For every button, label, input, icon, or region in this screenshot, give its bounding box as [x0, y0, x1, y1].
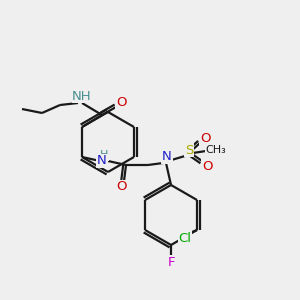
Text: N: N: [97, 154, 107, 167]
Text: Cl: Cl: [178, 232, 191, 244]
Text: N: N: [162, 151, 172, 164]
Text: H: H: [100, 150, 108, 160]
Text: NH: NH: [72, 89, 92, 103]
Text: O: O: [116, 181, 126, 194]
Text: O: O: [200, 133, 210, 146]
Text: O: O: [202, 160, 212, 172]
Text: S: S: [185, 143, 193, 157]
Text: O: O: [116, 97, 126, 110]
Text: F: F: [167, 256, 175, 269]
Text: CH₃: CH₃: [206, 145, 226, 155]
